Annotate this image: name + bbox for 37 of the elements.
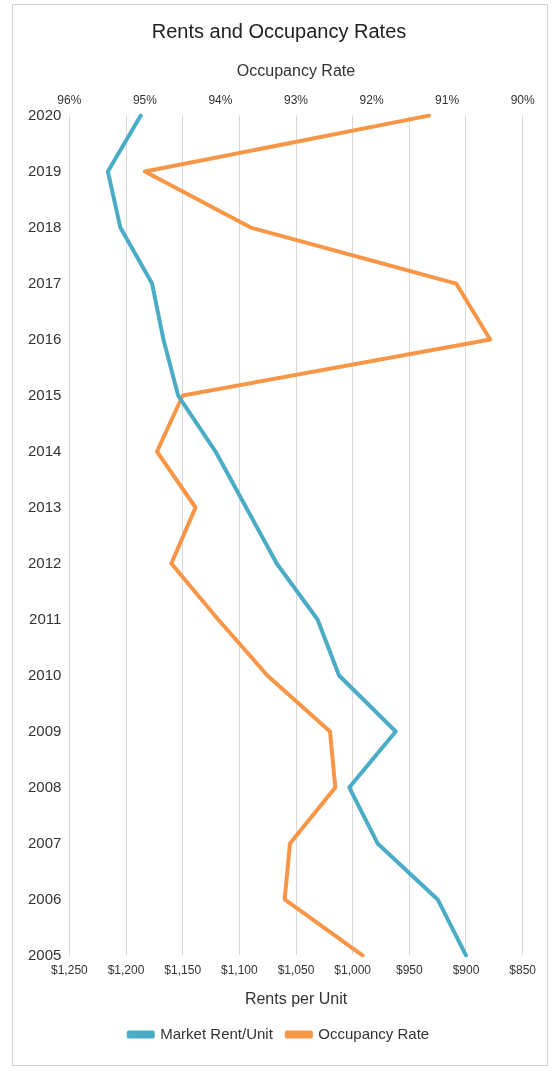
x-tick-label: $900 — [452, 962, 480, 977]
x-tick-label: $1,250 — [51, 962, 89, 977]
y-tick-label: 2005 — [27, 945, 62, 963]
x2-tick-label: 91% — [435, 92, 460, 107]
y-tick-label: 2020 — [27, 105, 62, 123]
x2-tick-label: 93% — [284, 92, 309, 107]
x-tick-label: $950 — [395, 962, 423, 977]
y-tick-label: 2014 — [27, 441, 62, 459]
x-tick-label: $850 — [509, 962, 537, 977]
x-tick-label: $1,000 — [334, 962, 372, 977]
legend-label: Market Rent/Unit — [160, 1024, 274, 1042]
x-axis-title: Rents per Unit — [244, 989, 348, 1007]
x-tick-label: $1,200 — [107, 962, 145, 977]
x2-tick-label: 90% — [510, 92, 535, 107]
y-tick-label: 2011 — [29, 609, 62, 627]
y-tick-label: 2010 — [27, 665, 62, 683]
legend-label: Occupancy Rate — [318, 1024, 430, 1042]
y-tick-label: 2009 — [27, 721, 62, 739]
y-tick-label: 2008 — [27, 777, 62, 795]
y-tick-label: 2013 — [27, 497, 62, 515]
y-tick-label: 2006 — [27, 889, 62, 907]
y-tick-label: 2015 — [27, 385, 62, 403]
x-tick-label: $1,050 — [277, 962, 315, 977]
x-tick-label: $1,100 — [221, 962, 259, 977]
x2-tick-label: 94% — [208, 92, 233, 107]
x2-tick-label: 96% — [57, 92, 82, 107]
y-tick-label: 2007 — [27, 833, 62, 851]
x2-axis-title: Occupancy Rate — [236, 62, 356, 80]
y-tick-label: 2018 — [27, 217, 62, 235]
y-tick-label: 2012 — [27, 553, 62, 571]
y-tick-label: 2016 — [27, 329, 62, 347]
x-tick-label: $1,150 — [164, 962, 202, 977]
x2-tick-label: 92% — [359, 92, 384, 107]
chart-title: Rents and Occupancy Rates — [151, 19, 407, 42]
y-tick-label: 2017 — [27, 273, 62, 291]
x2-tick-label: 95% — [132, 92, 158, 107]
y-tick-label: 2019 — [27, 161, 62, 179]
